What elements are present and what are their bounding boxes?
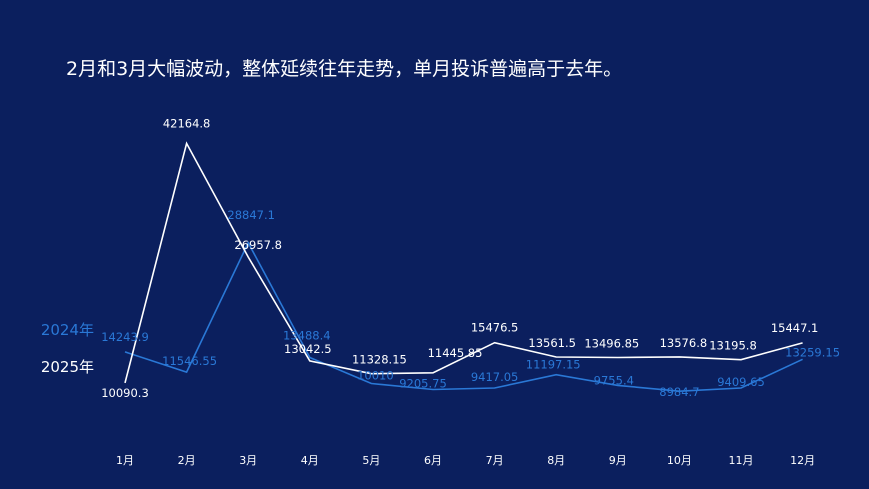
data-label-2024: 13259.15 (785, 345, 840, 359)
x-tick-label: 10月 (667, 454, 692, 467)
x-tick-label: 9月 (609, 454, 627, 467)
x-tick-label: 12月 (790, 454, 815, 467)
x-tick-label: 1月 (116, 454, 134, 467)
data-label-2024: 9205.75 (399, 377, 447, 391)
data-label-2024: 8984.7 (659, 385, 699, 399)
data-label-2025: 13042.5 (284, 342, 332, 356)
legend-label-2024: 2024年 (41, 321, 94, 339)
data-label-2025: 13576.8 (660, 336, 708, 350)
x-tick-label: 5月 (362, 454, 380, 467)
x-tick-label: 6月 (424, 454, 442, 467)
data-label-2025: 13496.85 (584, 337, 639, 351)
x-tick-label: 3月 (239, 454, 257, 467)
data-label-2025: 11328.15 (352, 353, 407, 367)
series-line-2024 (124, 241, 803, 393)
data-label-2024: 28847.1 (227, 208, 275, 222)
data-label-2025: 13195.8 (709, 339, 757, 353)
data-label-2025: 10090.3 (101, 386, 149, 400)
data-label-2025: 15476.5 (471, 321, 519, 335)
series-line-2025 (124, 141, 803, 384)
data-label-2024: 14243.9 (101, 330, 149, 344)
x-tick-label: 7月 (486, 454, 504, 467)
data-label-2024: 11197.15 (526, 358, 581, 372)
data-label-2024: 9755.4 (594, 373, 634, 387)
data-label-2024: 10010 (357, 369, 394, 383)
data-label-2024: 13488.4 (283, 329, 331, 343)
x-tick-label: 8月 (547, 454, 565, 467)
data-label-2025: 15447.1 (771, 321, 819, 335)
data-label-2025: 13561.5 (528, 336, 576, 350)
chart-title: 2月和3月大幅波动，整体延续往年走势，单月投诉普遍高于去年。 (66, 58, 623, 80)
x-tick-label: 4月 (301, 454, 319, 467)
data-label-2024: 11546.55 (162, 354, 217, 368)
data-label-2025: 42164.8 (163, 116, 211, 130)
x-tick-label: 11月 (729, 454, 754, 467)
x-tick-label: 2月 (178, 454, 196, 467)
data-label-2024: 9409.65 (717, 375, 765, 389)
data-label-2025: 26957.8 (234, 238, 282, 252)
data-label-2025: 11445.85 (428, 346, 483, 360)
legend-label-2025: 2025年 (41, 358, 94, 376)
data-label-2024: 9417.05 (471, 370, 519, 384)
